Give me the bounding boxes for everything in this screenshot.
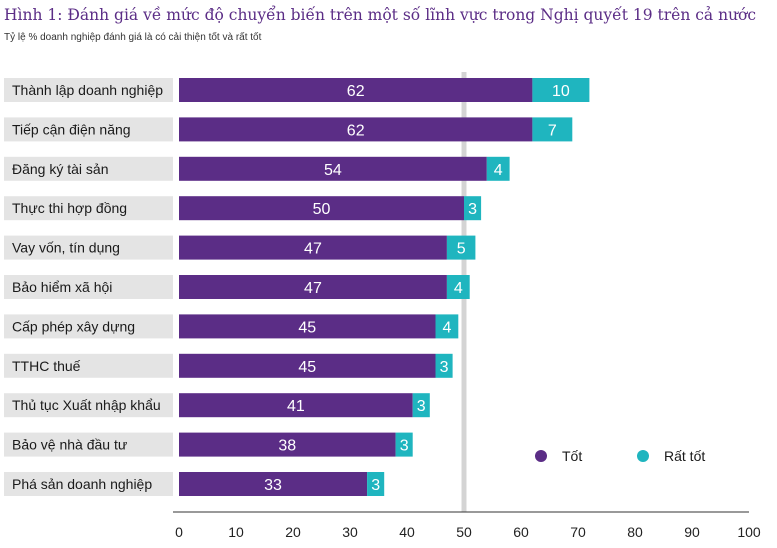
category-label: Bảo vệ nhà đầu tư [12,437,127,453]
chart-title: Hình 1: Đánh giá về mức độ chuyển biến t… [4,6,757,24]
x-tick-label: 60 [513,524,529,540]
bar-rat-tot [464,196,482,221]
data-label-tot: 41 [287,398,305,415]
bar-tot [179,432,396,457]
bar-tot [179,314,436,339]
category-label: Phá sản doanh nghiệp [12,476,152,492]
x-tick-label: 30 [342,524,358,540]
legend-marker-tot [535,450,547,462]
legend-label-rat-tot: Rất tốt [664,448,705,464]
x-tick-label: 100 [737,524,761,540]
legend-label-tot: Tốt [562,448,582,464]
x-tick-label: 20 [285,524,301,540]
bar-tot [179,235,447,260]
chart-subtitle: Tỷ lệ % doanh nghiệp đánh giá là có cải … [4,32,262,43]
data-label-tot: 47 [304,241,322,258]
category-label-bg [4,353,173,378]
category-label: Đăng ký tài sản [12,161,109,177]
data-label-rat-tot: 3 [468,201,477,218]
data-label-tot: 50 [313,201,331,218]
data-label-rat-tot: 3 [417,398,426,415]
data-label-rat-tot: 7 [548,122,557,139]
category-label: Tiếp cận điện năng [12,121,131,137]
category-label-bg [4,117,173,142]
category-label-bg [4,196,173,221]
data-label-tot: 38 [278,438,296,455]
data-label-rat-tot: 5 [457,241,466,258]
category-label: Thực thi hợp đồng [12,200,127,216]
category-label: Thành lập doanh nghiệp [12,82,163,98]
data-label-rat-tot: 10 [552,83,570,100]
bar-tot [179,472,368,496]
data-label-rat-tot: 4 [454,280,463,297]
category-label-bg [4,393,173,418]
x-tick-label: 10 [228,524,244,540]
bar-tot [179,78,533,102]
x-tick-label: 50 [456,524,472,540]
category-label-bg [4,432,173,457]
bar-rat-tot [446,275,470,299]
bar-rat-tot [486,156,510,181]
category-label: Thủ tục Xuất nhập khẩu [12,397,161,413]
category-label-bg [4,78,173,102]
bar-rat-tot [367,472,385,496]
bar-tot [179,275,447,299]
category-label: Vay vốn, tín dụng [12,240,120,256]
category-label: TTHC thuế [12,358,81,374]
data-label-rat-tot: 3 [400,438,409,455]
bar-rat-tot [435,314,459,339]
legend-marker-rat-tot [637,450,649,462]
bar-rat-tot [395,432,413,457]
bar-rat-tot [446,235,476,260]
x-tick-label: 0 [175,524,183,540]
data-label-tot: 45 [298,359,316,376]
data-label-rat-tot: 3 [371,477,380,494]
bar-rat-tot [412,393,430,418]
data-label-tot: 62 [347,83,365,100]
data-label-rat-tot: 3 [440,359,449,376]
data-label-tot: 47 [304,280,322,297]
bar-tot [179,117,533,142]
bar-tot [179,196,464,221]
category-label-bg [4,156,173,181]
data-label-rat-tot: 4 [494,162,503,179]
category-label-bg [4,235,173,260]
bar-rat-tot [435,353,453,378]
data-label-rat-tot: 4 [442,319,451,336]
category-label: Cấp phép xây dựng [12,318,135,334]
x-tick-label: 80 [627,524,643,540]
data-label-tot: 54 [324,162,342,179]
data-label-tot: 33 [264,477,282,494]
bar-rat-tot [532,117,573,142]
category-label-bg [4,275,173,299]
bar-rat-tot [532,78,590,102]
x-tick-label: 90 [684,524,700,540]
bar-tot [179,353,436,378]
category-label: Bảo hiểm xã hội [12,279,112,295]
bar-tot [179,393,413,418]
category-label-bg [4,314,173,339]
x-tick-label: 40 [399,524,415,540]
x-tick-label: 70 [570,524,586,540]
category-label-bg [4,472,173,496]
data-label-tot: 45 [298,319,316,336]
data-label-tot: 62 [347,122,365,139]
bar-tot [179,156,487,181]
